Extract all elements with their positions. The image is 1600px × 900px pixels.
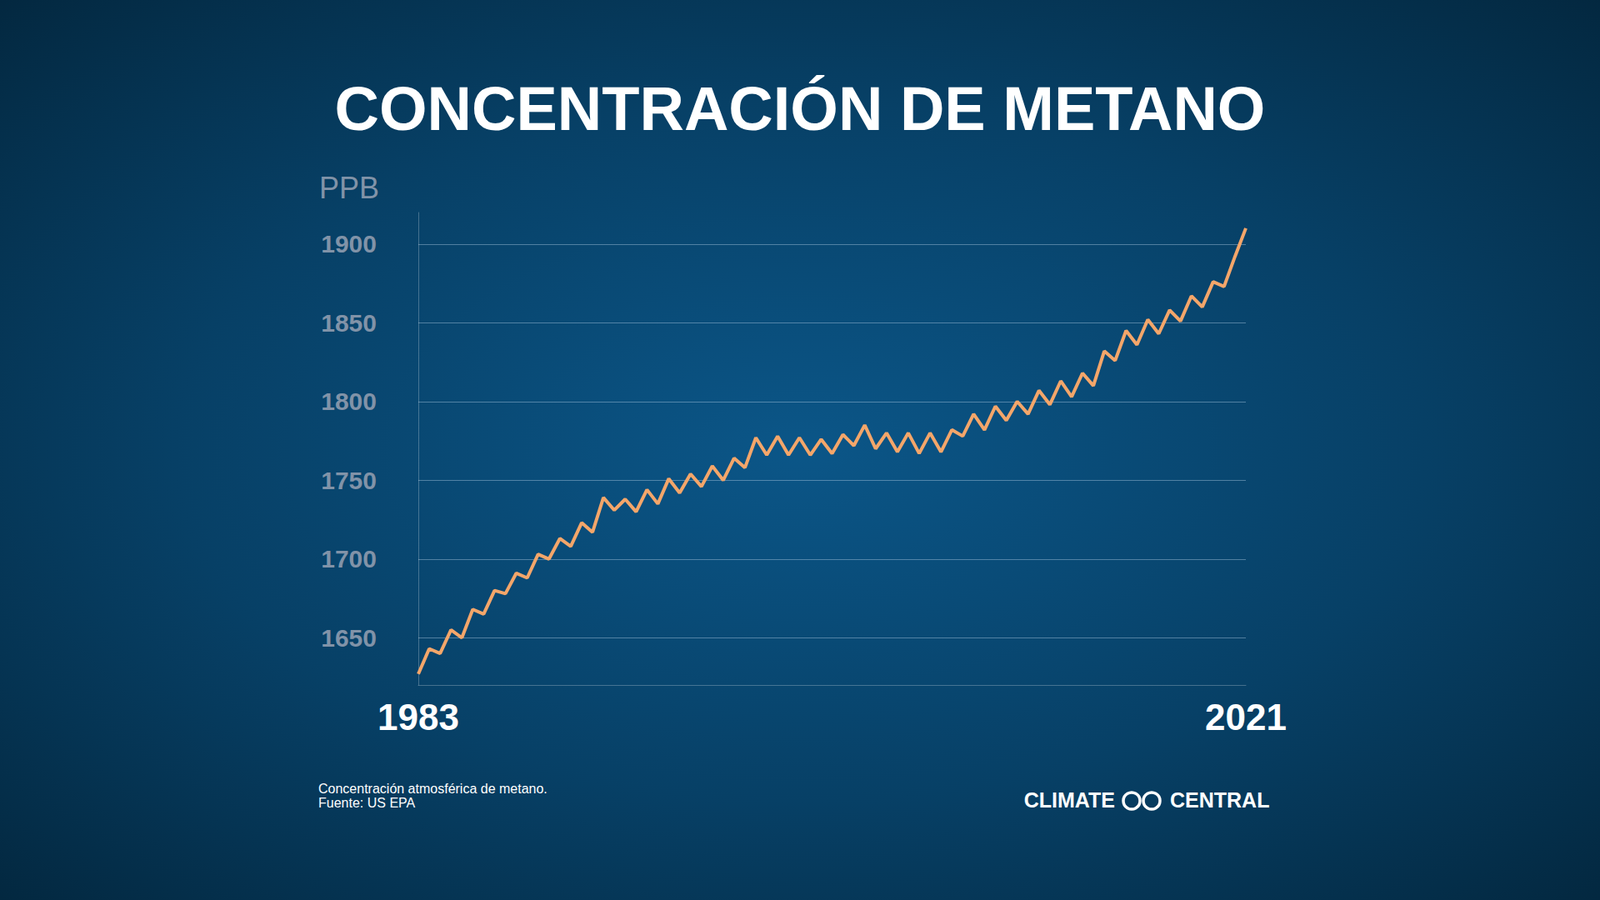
svg-text:Concentración atmosférica de m: Concentración atmosférica de metano. xyxy=(318,781,548,796)
svg-text:1800: 1800 xyxy=(320,387,377,415)
svg-text:CENTRAL: CENTRAL xyxy=(1170,788,1270,812)
svg-text:PPB: PPB xyxy=(319,170,380,205)
svg-text:1900: 1900 xyxy=(320,230,377,258)
svg-text:1850: 1850 xyxy=(320,309,377,337)
svg-text:CLIMATE: CLIMATE xyxy=(1024,788,1115,812)
svg-text:2021: 2021 xyxy=(1205,696,1287,738)
svg-text:1650: 1650 xyxy=(320,624,377,652)
svg-text:1750: 1750 xyxy=(320,466,377,495)
svg-text:CONCENTRACIÓN DE METANO: CONCENTRACIÓN DE METANO xyxy=(335,74,1266,144)
svg-text:Fuente: US EPA: Fuente: US EPA xyxy=(318,795,416,810)
svg-text:1700: 1700 xyxy=(320,545,377,573)
svg-text:1983: 1983 xyxy=(377,696,460,738)
